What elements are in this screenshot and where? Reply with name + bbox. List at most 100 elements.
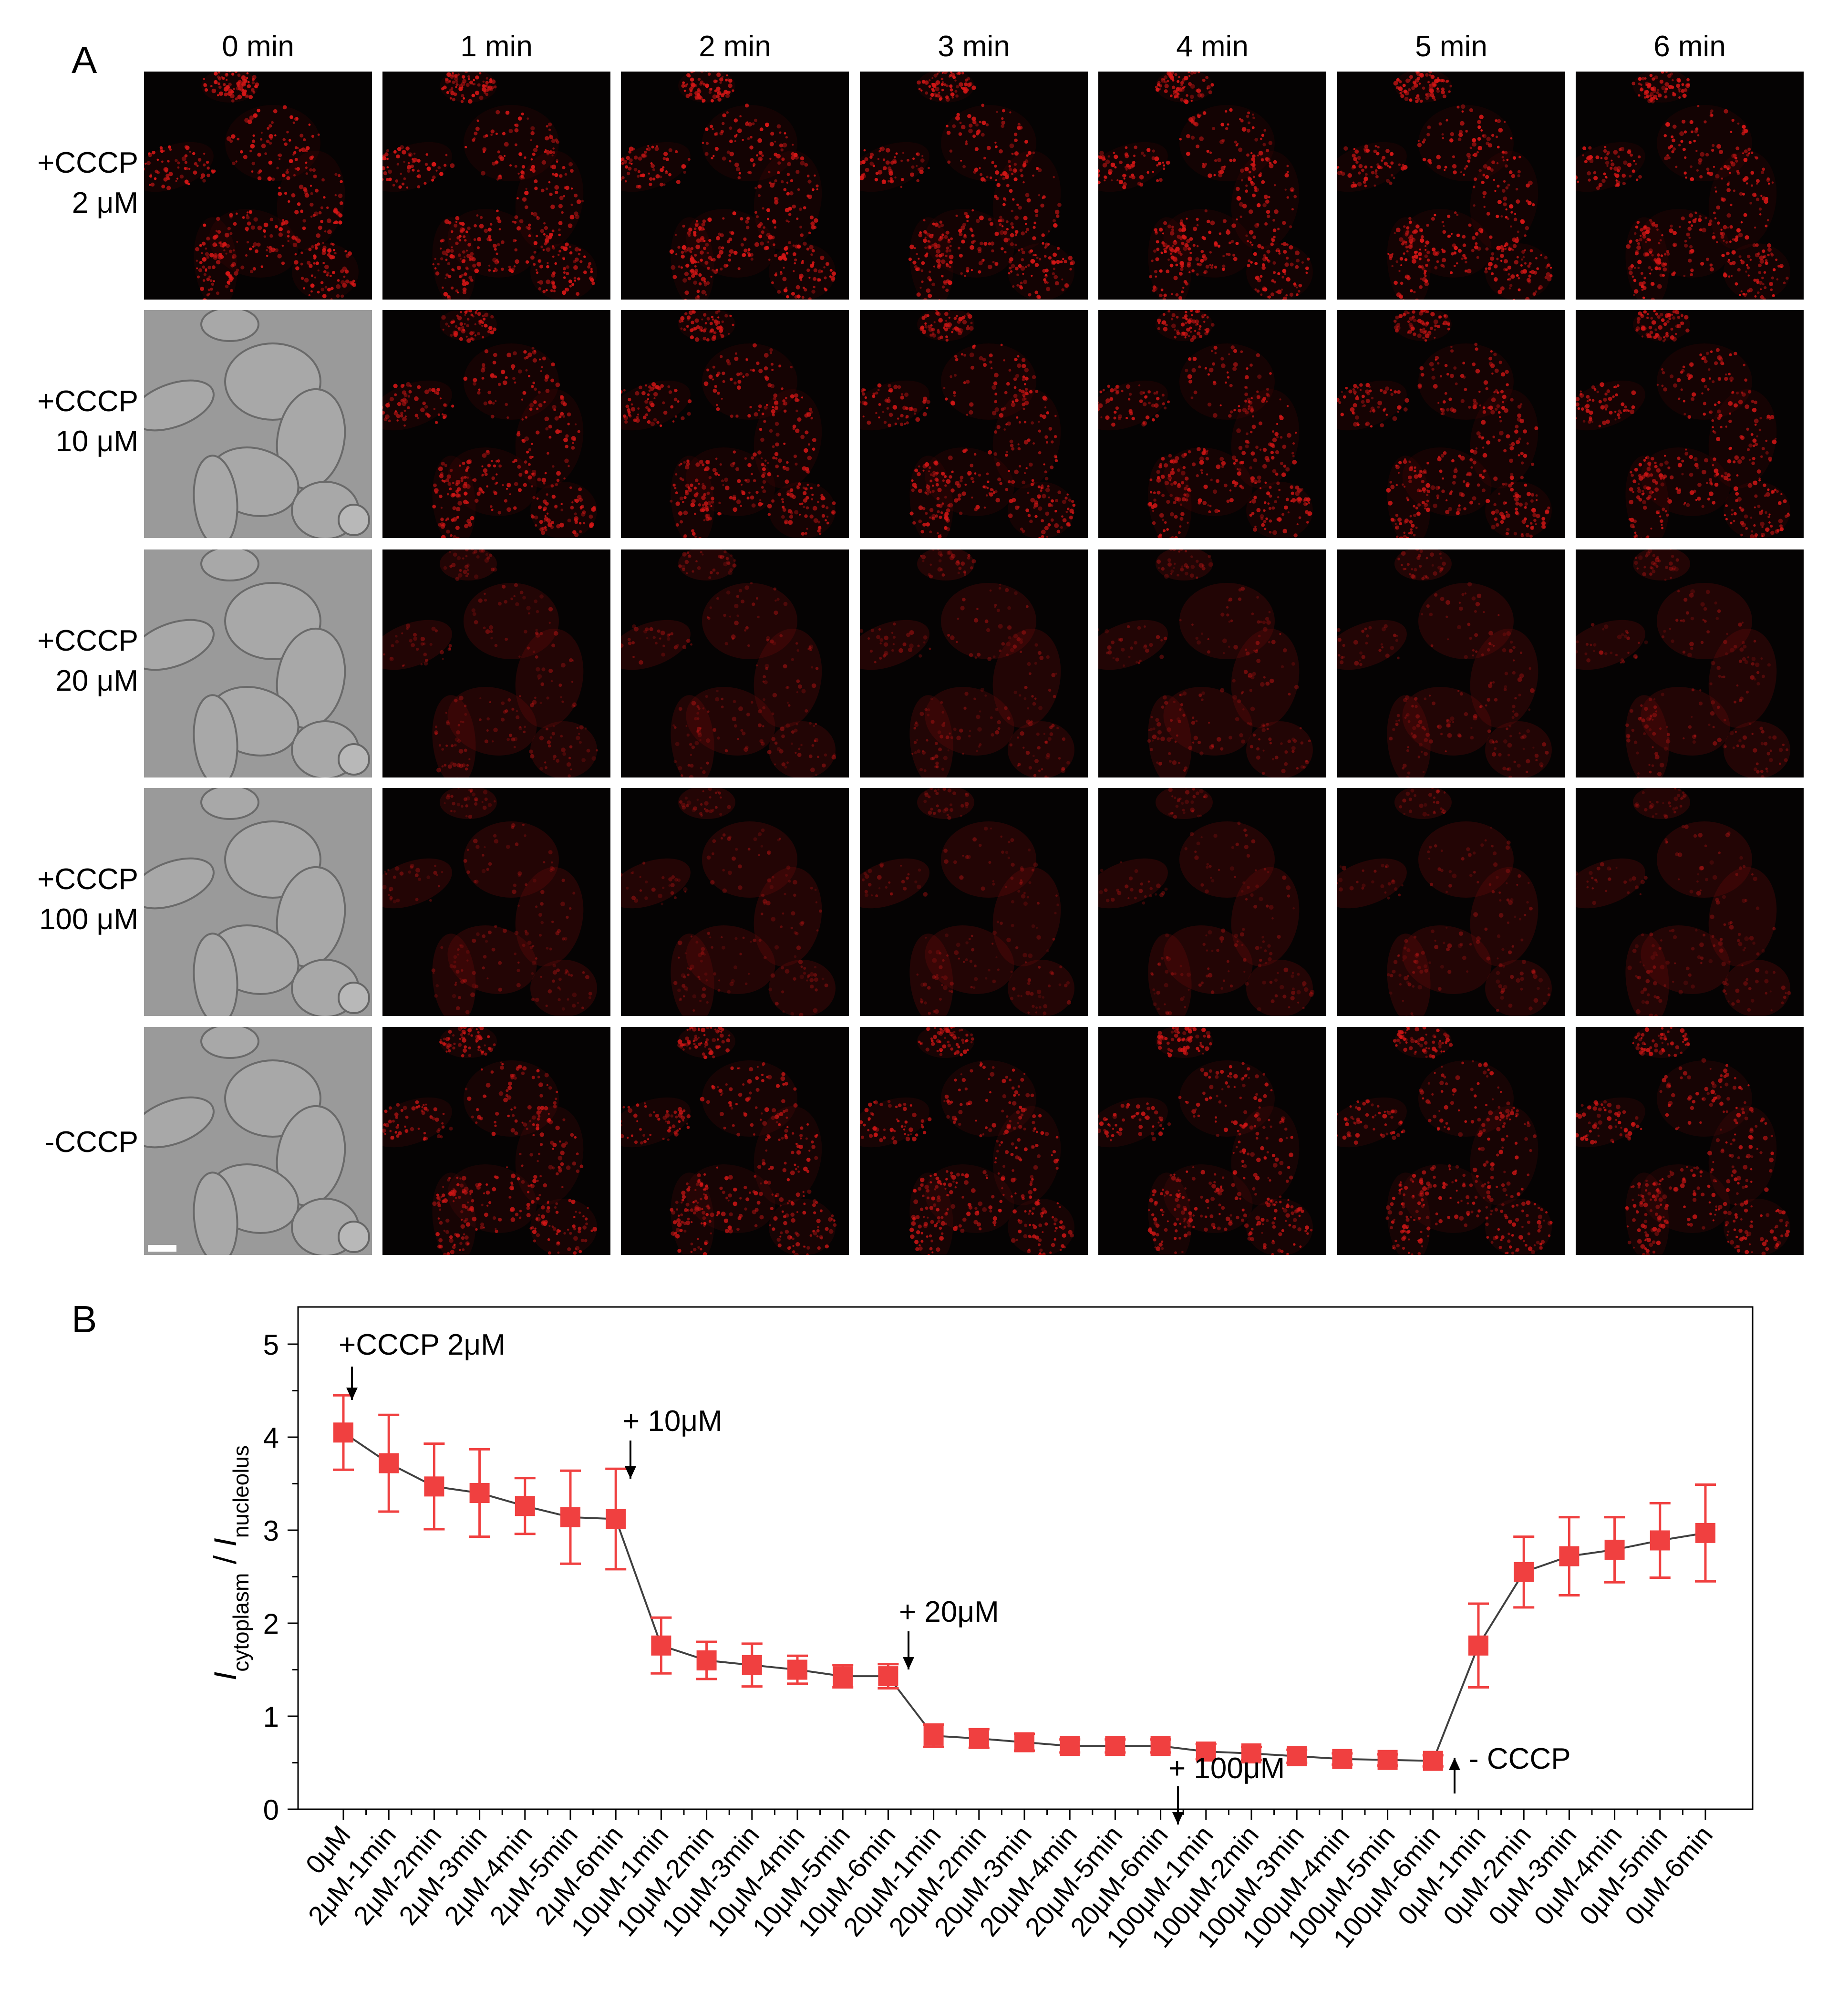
- fluorescence-image: [1098, 1027, 1326, 1255]
- data-point: [469, 1483, 490, 1503]
- fluorescence-image: [1576, 788, 1804, 1016]
- row-label: +CCCP 2 μM: [14, 143, 138, 223]
- data-point: [1514, 1562, 1534, 1582]
- fluorescence-image: [1576, 549, 1804, 777]
- data-point: [833, 1666, 853, 1687]
- row-label-line1: +CCCP: [37, 624, 138, 657]
- fluorescence-image: [382, 72, 610, 300]
- data-point: [878, 1666, 898, 1687]
- data-point: [1604, 1539, 1625, 1560]
- y-tick-label: 1: [263, 1701, 279, 1733]
- fluorescence-image: [621, 788, 849, 1016]
- data-point: [1650, 1530, 1670, 1551]
- brightfield-image: [144, 549, 372, 777]
- fluorescence-image: [621, 310, 849, 538]
- fluorescence-image: [382, 1027, 610, 1255]
- data-point: [1105, 1736, 1125, 1756]
- panel-a-letter: A: [72, 39, 97, 81]
- column-header: 0 min: [222, 30, 294, 63]
- y-tick-label: 5: [263, 1329, 279, 1361]
- column-header: 2 min: [699, 30, 771, 63]
- brightfield-image: [144, 788, 372, 1016]
- fluorescence-image: [860, 310, 1088, 538]
- annotation-label: + 20μM: [899, 1596, 999, 1628]
- data-point: [1196, 1741, 1216, 1762]
- fluorescence-image: [1098, 549, 1326, 777]
- data-point: [1695, 1523, 1715, 1543]
- arrow-head: [903, 1657, 914, 1669]
- brightfield-image: [144, 310, 372, 538]
- arrow-head: [625, 1466, 636, 1479]
- data-point: [969, 1728, 989, 1749]
- row-label-line1: +CCCP: [37, 146, 138, 179]
- fluorescence-image: [382, 310, 610, 538]
- fluorescence-image: [860, 72, 1088, 300]
- fluorescence-image: [1098, 788, 1326, 1016]
- annotation-label: +CCCP 2μM: [339, 1328, 506, 1361]
- arrow-head: [1449, 1758, 1460, 1770]
- data-point: [1060, 1736, 1080, 1756]
- fluorescence-image: [860, 1027, 1088, 1255]
- data-point: [560, 1507, 580, 1527]
- annotation-label: + 100μM: [1168, 1752, 1285, 1785]
- data-point: [606, 1509, 626, 1529]
- row-label-line2: 20 μM: [55, 664, 138, 697]
- y-tick-label: 4: [263, 1422, 279, 1454]
- annotation-label: - CCCP: [1469, 1742, 1571, 1775]
- data-point: [696, 1650, 717, 1670]
- data-point: [742, 1655, 762, 1675]
- data-point: [787, 1659, 807, 1680]
- data-point: [1150, 1736, 1171, 1756]
- brightfield-image: [144, 1027, 372, 1255]
- row-label-line1: +CCCP: [37, 863, 138, 896]
- fluorescence-image: [621, 1027, 849, 1255]
- y-axis-label-part: /: [207, 1547, 243, 1573]
- fluorescence-image: [1337, 310, 1565, 538]
- y-tick-label: 2: [263, 1608, 279, 1640]
- y-axis-label-part: cytoplasm: [228, 1573, 253, 1672]
- row-label-line1: -CCCP: [44, 1126, 138, 1159]
- fluorescence-image: [621, 549, 849, 777]
- y-tick-label: 0: [263, 1794, 279, 1826]
- data-point: [651, 1635, 671, 1656]
- fluorescence-image: [1337, 549, 1565, 777]
- fluorescence-image: [382, 788, 610, 1016]
- data-point: [1377, 1750, 1398, 1770]
- y-axis-label-part: nucleolus: [228, 1445, 253, 1538]
- data-point: [1332, 1749, 1352, 1769]
- data-point: [1559, 1546, 1580, 1566]
- fluorescence-image: [860, 549, 1088, 777]
- fluorescence-image: [860, 788, 1088, 1016]
- fluorescence-image: [1337, 788, 1565, 1016]
- y-axis-label-part: I: [207, 1672, 243, 1680]
- fluorescence-image: [144, 72, 372, 300]
- data-point: [1014, 1732, 1034, 1752]
- fluorescence-image: [1098, 72, 1326, 300]
- data-point: [1423, 1751, 1443, 1771]
- row-label: +CCCP 20 μM: [14, 621, 138, 701]
- fluorescence-image: [1337, 1027, 1565, 1255]
- column-header: 6 min: [1653, 30, 1726, 63]
- row-label-line2: 2 μM: [72, 187, 138, 219]
- row-label-line2: 100 μM: [39, 903, 138, 936]
- scale-bar: [148, 1245, 176, 1252]
- row-label: +CCCP 10 μM: [14, 382, 138, 462]
- plot-frame: [297, 1306, 1754, 1810]
- fluorescence-image: [1098, 310, 1326, 538]
- y-tick-label: 3: [263, 1515, 279, 1547]
- arrow-head: [346, 1388, 358, 1400]
- data-point: [424, 1476, 444, 1497]
- data-point: [515, 1496, 535, 1516]
- series-line: [342, 1431, 1706, 1762]
- fluorescence-image: [1576, 72, 1804, 300]
- fluorescence-image: [1576, 310, 1804, 538]
- row-label: +CCCP 100 μM: [14, 860, 138, 940]
- fluorescence-image: [1576, 1027, 1804, 1255]
- data-point: [1287, 1746, 1307, 1766]
- data-point: [1468, 1635, 1488, 1656]
- row-label: -CCCP: [14, 1122, 138, 1162]
- fluorescence-image: [1337, 72, 1565, 300]
- y-axis-label: Icytoplasm / Inucleolus: [207, 1445, 253, 1680]
- column-header: 3 min: [938, 30, 1010, 63]
